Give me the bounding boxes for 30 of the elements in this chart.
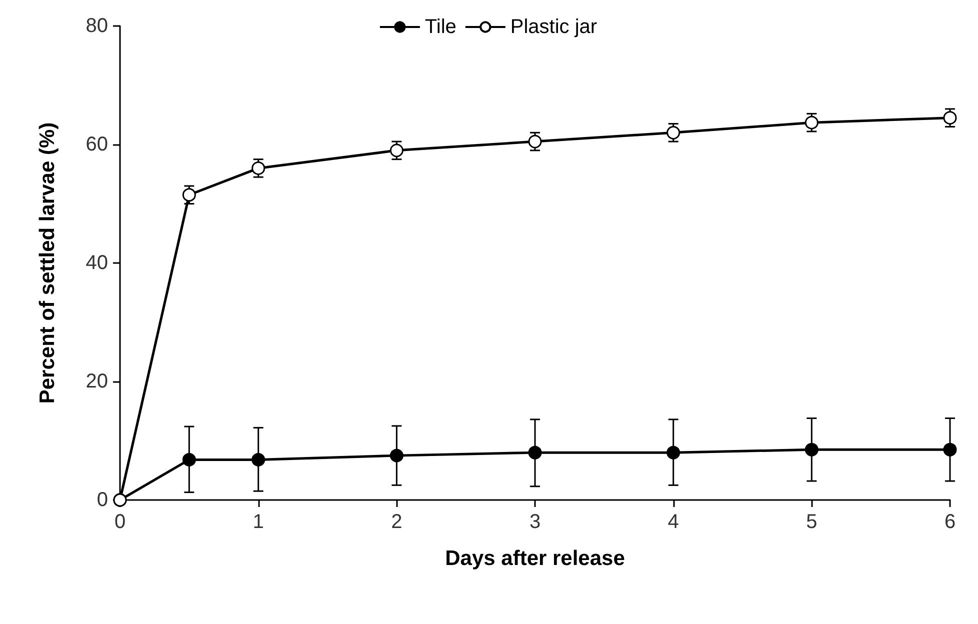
y-tick-label: 60 [86,134,108,156]
point [804,116,818,130]
x-tick-label: 5 [806,511,818,533]
x-axis-title: Days after release [445,547,625,570]
point [390,144,404,158]
y-tick-label: 40 [86,252,108,274]
x-tick-label: 1 [252,511,264,533]
x-tick-label: 6 [944,511,956,533]
point [252,161,266,175]
y-axis-title: Percent of settled larvae (%) [36,122,59,404]
point [666,126,680,140]
y-tick-label: 0 [96,489,108,511]
y-tick-label: 80 [86,15,108,37]
x-tick-label: 3 [529,511,541,533]
y-tick-label: 20 [86,370,108,392]
point [390,448,404,462]
point [252,452,266,466]
point [943,111,957,125]
x-tick-label: 2 [391,511,402,533]
point [182,452,196,466]
point [666,446,680,460]
point [528,134,542,148]
point [943,442,957,456]
legend-label: Tile [424,16,456,38]
point [528,446,542,460]
point [182,188,196,202]
point [804,442,818,456]
x-tick-label: 0 [114,511,126,533]
legend-label: Plastic jar [510,16,598,38]
x-tick-label: 4 [668,511,679,533]
